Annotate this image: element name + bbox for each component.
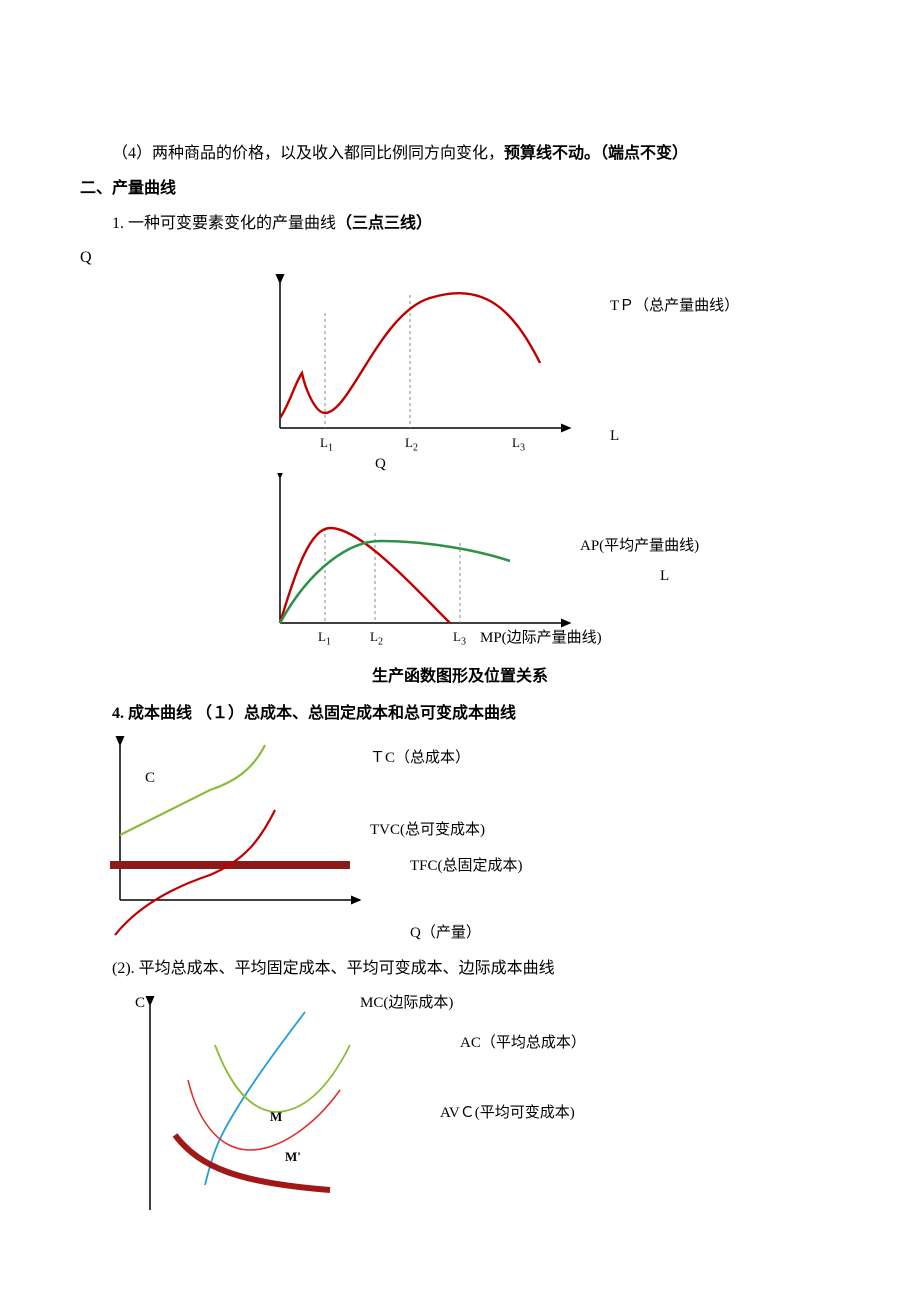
tfc-label: TFC(总固定成本) (410, 853, 523, 880)
h4-text: 4. 成本曲线 （１）总成本、总固定成本和总可变成本曲线 (112, 705, 516, 722)
ap-tick-3: L3 (453, 625, 466, 652)
mp-label: MP(边际产量曲线) (480, 625, 602, 652)
point-m: M (270, 1105, 282, 1128)
ap-label: AP(平均产量曲线) (580, 533, 699, 560)
paragraph-2: (2). 平均总成本、平均固定成本、平均可变成本、边际成本曲线 (80, 955, 840, 984)
tp-x-label: L (610, 423, 619, 450)
p1-bold: （三点三线） (336, 215, 432, 232)
tc-label: ＴC（总成本） (370, 745, 470, 772)
tvc-label: TVC(总可变成本) (370, 817, 485, 844)
p4-bold: 预算线不动。（端点不变） (504, 145, 688, 162)
ap-l-label: L (660, 563, 669, 590)
tp-y-axis-label: Q (80, 244, 840, 273)
tp-tick-2: L2 (405, 431, 418, 458)
avg-cost-chart: C MC(边际成本) AC（平均总成本） AVＣ(平均可变成本) M M' (80, 990, 840, 1220)
cost2-y-label: C (135, 990, 145, 1017)
heading-2: 二、产量曲线 (80, 175, 840, 204)
paragraph-1: 1. 一种可变要素变化的产量曲线（三点三线） (80, 210, 840, 239)
tp-chart: TＰ（总产量曲线） L1 L2 L3 L Q (80, 273, 840, 463)
tp-tick-3: L3 (512, 431, 525, 458)
mc-label: MC(边际成本) (360, 990, 453, 1017)
paragraph-4: （4）两种商品的价格，以及收入都同比例同方向变化，预算线不动。（端点不变） (80, 140, 840, 169)
cost1-y-label: C (145, 765, 155, 792)
ap-tick-2: L2 (370, 625, 383, 652)
point-m2: M' (285, 1145, 301, 1168)
tp-label: TＰ（总产量曲线） (610, 293, 739, 320)
p4-text: （4）两种商品的价格，以及收入都同比例同方向变化， (112, 145, 504, 162)
ap-tick-1: L1 (318, 625, 331, 652)
ap-mp-chart: AP(平均产量曲线) L MP(边际产量曲线) L1 L2 L3 (80, 473, 840, 653)
avc-label: AVＣ(平均可变成本) (440, 1100, 575, 1127)
caption-1: 生产函数图形及位置关系 (80, 663, 840, 692)
cost1-q-label: Q（产量） (410, 920, 481, 947)
p1-text: 1. 一种可变要素变化的产量曲线 (112, 215, 336, 232)
tp-tick-1: L1 (320, 431, 333, 458)
total-cost-chart: C ＴC（总成本） TVC(总可变成本) TFC(总固定成本) Q（产量） (80, 735, 840, 945)
heading-4: 4. 成本曲线 （１）总成本、总固定成本和总可变成本曲线 (80, 700, 840, 729)
ac-label: AC（平均总成本） (460, 1030, 586, 1057)
